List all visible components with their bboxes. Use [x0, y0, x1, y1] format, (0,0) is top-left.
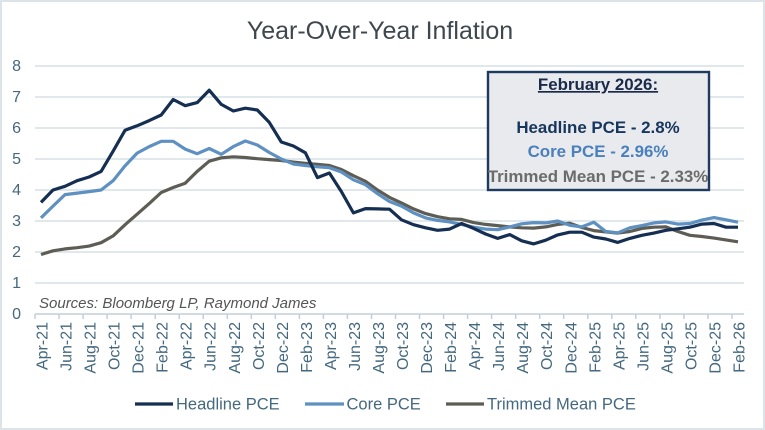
svg-text:Jun-23: Jun-23	[347, 322, 364, 371]
svg-text:Feb-25: Feb-25	[587, 322, 604, 373]
svg-text:Jun-25: Jun-25	[635, 322, 652, 371]
svg-text:Oct-25: Oct-25	[683, 322, 700, 370]
svg-text:7: 7	[12, 89, 21, 106]
svg-text:Oct-21: Oct-21	[107, 322, 124, 370]
svg-text:2: 2	[12, 244, 21, 261]
svg-text:Oct-24: Oct-24	[539, 322, 556, 370]
svg-text:Apr-22: Apr-22	[179, 322, 196, 370]
svg-text:Headline PCE - 2.8%: Headline PCE - 2.8%	[516, 118, 679, 137]
svg-text:5: 5	[12, 151, 21, 168]
svg-text:Feb-26: Feb-26	[732, 322, 749, 373]
svg-text:Dec-24: Dec-24	[563, 322, 580, 374]
svg-text:3: 3	[12, 213, 21, 230]
svg-text:February 2026:: February 2026:	[538, 75, 658, 94]
svg-text:Aug-24: Aug-24	[515, 322, 532, 374]
svg-text:4: 4	[12, 182, 21, 199]
svg-text:Feb-22: Feb-22	[155, 322, 172, 373]
svg-text:8: 8	[12, 58, 21, 75]
svg-text:Apr-23: Apr-23	[323, 322, 340, 370]
svg-text:Feb-23: Feb-23	[299, 322, 316, 373]
svg-text:Feb-24: Feb-24	[443, 322, 460, 373]
svg-text:6: 6	[12, 120, 21, 137]
svg-text:1: 1	[12, 275, 21, 292]
svg-text:Dec-23: Dec-23	[419, 322, 436, 374]
svg-text:Core PCE: Core PCE	[347, 396, 421, 414]
svg-text:Trimmed Mean PCE: Trimmed Mean PCE	[487, 396, 636, 414]
svg-text:Apr-25: Apr-25	[611, 322, 628, 370]
svg-text:Sources: Bloomberg LP, Raymond: Sources: Bloomberg LP, Raymond James	[39, 295, 317, 312]
svg-text:Headline PCE: Headline PCE	[176, 396, 280, 414]
svg-text:0: 0	[12, 306, 21, 323]
svg-text:Aug-23: Aug-23	[371, 322, 388, 374]
svg-text:Aug-22: Aug-22	[227, 322, 244, 374]
svg-text:Aug-21: Aug-21	[83, 322, 100, 374]
svg-text:Jun-21: Jun-21	[59, 322, 76, 371]
svg-text:Dec-21: Dec-21	[131, 322, 148, 374]
svg-text:Oct-22: Oct-22	[251, 322, 268, 370]
svg-text:Dec-22: Dec-22	[275, 322, 292, 374]
svg-text:Year-Over-Year Inflation: Year-Over-Year Inflation	[247, 17, 513, 45]
svg-text:Aug-25: Aug-25	[659, 322, 676, 374]
svg-text:Jun-24: Jun-24	[491, 322, 508, 371]
svg-text:Core PCE - 2.96%: Core PCE - 2.96%	[528, 142, 669, 161]
svg-text:Dec-25: Dec-25	[708, 322, 725, 374]
svg-text:Jun-22: Jun-22	[203, 322, 220, 371]
svg-text:Oct-23: Oct-23	[395, 322, 412, 370]
svg-text:Trimmed Mean PCE - 2.33%: Trimmed Mean PCE - 2.33%	[488, 167, 709, 186]
svg-text:Apr-21: Apr-21	[35, 322, 52, 370]
svg-text:Apr-24: Apr-24	[467, 322, 484, 370]
